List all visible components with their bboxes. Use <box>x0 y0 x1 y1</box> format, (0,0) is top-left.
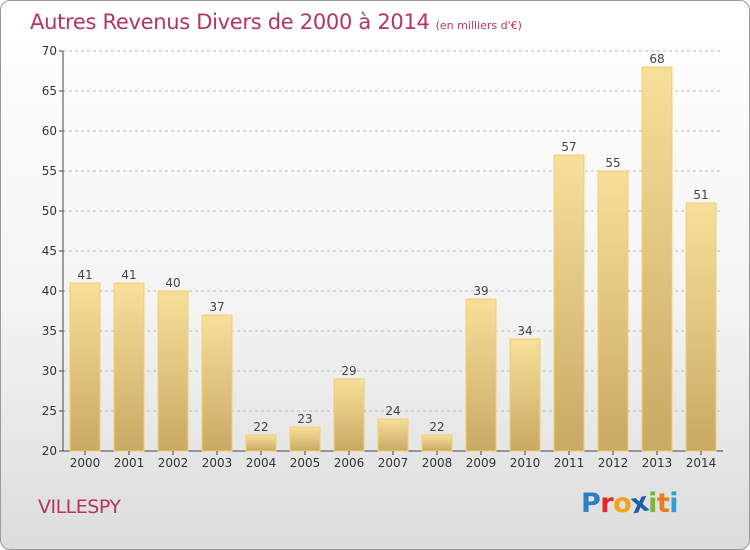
y-tick-label: 50 <box>42 204 57 218</box>
y-tick-label: 25 <box>42 404 57 418</box>
bar-2014 <box>685 202 717 452</box>
y-tick-label: 65 <box>42 84 57 98</box>
bar-2000 <box>69 282 101 452</box>
value-label-2010: 34 <box>517 324 532 338</box>
x-tick-label-2011: 2011 <box>554 456 585 470</box>
value-label-2005: 23 <box>297 412 312 426</box>
x-tick-label-2006: 2006 <box>334 456 365 470</box>
x-tick-label-2010: 2010 <box>510 456 541 470</box>
x-tick-label-2013: 2013 <box>642 456 673 470</box>
value-label-2011: 57 <box>561 140 576 154</box>
bar-2007 <box>377 418 409 452</box>
logo-letter: i <box>669 488 679 519</box>
value-label-2004: 22 <box>253 420 268 434</box>
value-label-2012: 55 <box>605 156 620 170</box>
bar-2003 <box>201 314 233 452</box>
bar-2010 <box>509 338 541 452</box>
value-label-2002: 40 <box>165 276 180 290</box>
y-tick-label: 60 <box>42 124 57 138</box>
x-tick-label-2007: 2007 <box>378 456 409 470</box>
commune-name: VILLESPY <box>38 496 121 518</box>
x-tick-label-2012: 2012 <box>598 456 629 470</box>
x-tick-label-2004: 2004 <box>246 456 277 470</box>
value-label-2000: 41 <box>77 268 92 282</box>
x-tick-label-2014: 2014 <box>686 456 717 470</box>
value-label-2007: 24 <box>385 404 400 418</box>
bar-2013 <box>641 66 673 452</box>
bar-2001 <box>113 282 145 452</box>
bar-2005 <box>289 426 321 452</box>
value-label-2013: 68 <box>649 52 664 66</box>
y-tick-label: 45 <box>42 244 57 258</box>
x-tick-label-2008: 2008 <box>422 456 453 470</box>
y-tick-label: 70 <box>42 44 57 58</box>
bar-2002 <box>157 290 189 452</box>
bar-2012 <box>597 170 629 452</box>
x-tick-label-2003: 2003 <box>202 456 233 470</box>
y-tick-label: 35 <box>42 324 57 338</box>
value-label-2003: 37 <box>209 300 224 314</box>
chart-title-unit: (en milliers d'€) <box>435 19 522 32</box>
x-tick-label-2005: 2005 <box>290 456 321 470</box>
x-tick-label-2002: 2002 <box>158 456 189 470</box>
x-tick-label-2009: 2009 <box>466 456 497 470</box>
bar-2006 <box>333 378 365 452</box>
y-tick-label: 55 <box>42 164 57 178</box>
logo-letter: t <box>656 488 670 519</box>
value-label-2014: 51 <box>693 188 708 202</box>
value-label-2008: 22 <box>429 420 444 434</box>
bar-2004 <box>245 434 277 452</box>
value-label-2001: 41 <box>121 268 136 282</box>
x-tick-label-2000: 2000 <box>70 456 101 470</box>
value-label-2006: 29 <box>341 364 356 378</box>
bar-2008 <box>421 434 453 452</box>
y-tick-label: 40 <box>42 284 57 298</box>
y-tick-label: 30 <box>42 364 57 378</box>
logo-letter: P <box>581 488 601 519</box>
proxiti-logo: Proxiti <box>581 487 679 521</box>
x-tick-label-2001: 2001 <box>114 456 145 470</box>
bar-2009 <box>465 298 497 452</box>
chart-title: Autres Revenus Divers de 2000 à 2014 (en … <box>30 10 522 34</box>
logo-letter: r <box>600 488 614 519</box>
chart-title-main: Autres Revenus Divers de 2000 à 2014 <box>30 10 430 34</box>
logo-letter: i <box>648 488 657 519</box>
bar-2011 <box>553 154 585 452</box>
y-tick-label: 20 <box>42 444 57 458</box>
value-label-2009: 39 <box>473 284 488 298</box>
logo-letter: o <box>613 488 632 519</box>
